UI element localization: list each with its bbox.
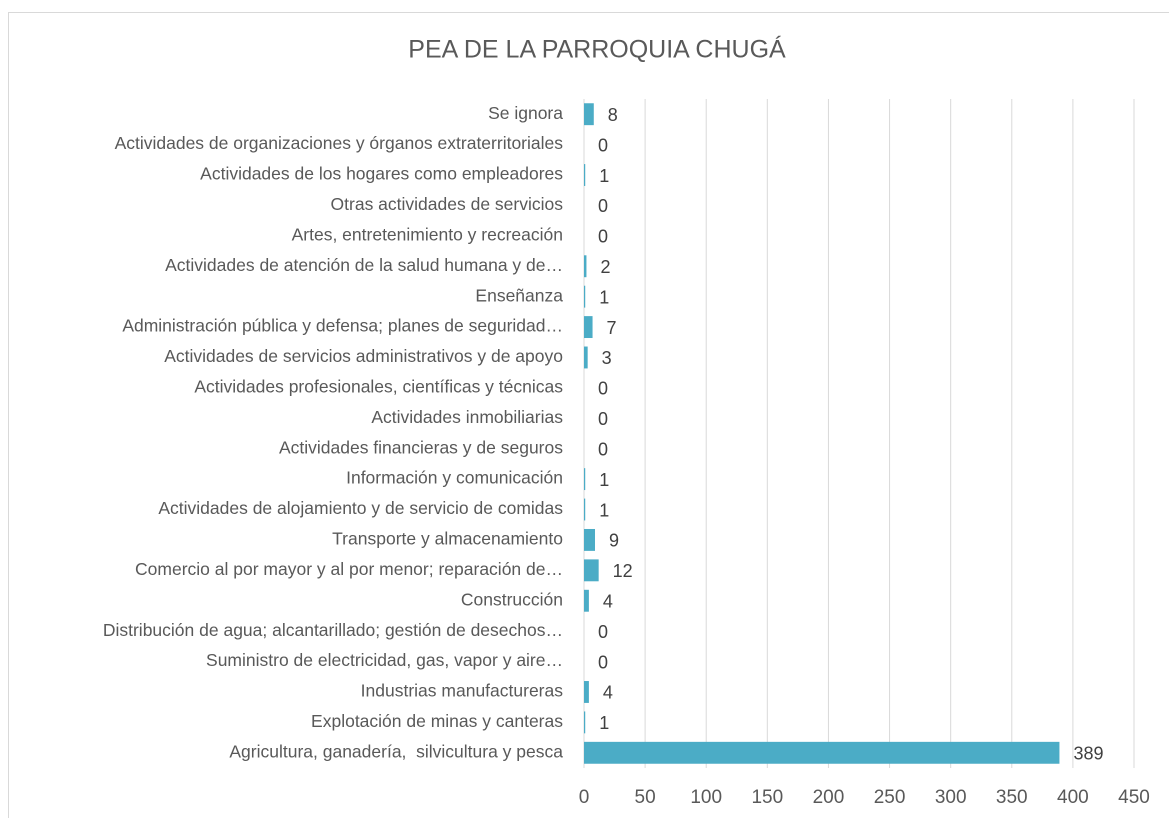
x-tick-label: 300 bbox=[935, 787, 967, 808]
bar bbox=[584, 164, 586, 186]
data-label: 3 bbox=[602, 348, 612, 368]
y-tick-label: Actividades financieras y de seguros bbox=[279, 437, 563, 457]
bar bbox=[584, 285, 586, 308]
x-tick-label: 200 bbox=[813, 787, 845, 808]
y-tick-label: Actividades de atención de la salud huma… bbox=[165, 255, 563, 275]
y-tick-label: Artes, entretenimiento y recreación bbox=[292, 224, 563, 244]
data-label: 1 bbox=[599, 287, 609, 307]
y-tick-label: Explotación de minas y canteras bbox=[311, 711, 563, 731]
data-label: 2 bbox=[600, 257, 610, 277]
bar bbox=[584, 468, 586, 491]
bar bbox=[584, 589, 589, 612]
data-label: 0 bbox=[598, 439, 608, 459]
data-label: 1 bbox=[599, 470, 609, 490]
y-tick-label: Agricultura, ganadería, silvicultura y p… bbox=[229, 741, 563, 761]
x-tick-label: 100 bbox=[690, 787, 722, 808]
data-label: 0 bbox=[598, 652, 608, 672]
data-label: 12 bbox=[613, 561, 633, 581]
bar bbox=[584, 528, 595, 551]
x-tick-label: 150 bbox=[751, 787, 783, 808]
data-label: 7 bbox=[607, 318, 617, 338]
y-tick-label: Administración pública y defensa; planes… bbox=[122, 316, 563, 336]
y-tick-label: Otras actividades de servicios bbox=[331, 194, 564, 214]
y-tick-label: Enseñanza bbox=[475, 285, 563, 305]
bar bbox=[584, 559, 599, 582]
y-tick-label: Actividades de organizaciones y órganos … bbox=[115, 133, 564, 153]
data-label: 4 bbox=[603, 592, 613, 612]
y-tick-label: Actividades inmobiliarias bbox=[371, 407, 563, 427]
y-tick-label: Industrias manufactureras bbox=[361, 681, 564, 701]
y-tick-label: Suministro de electricidad, gas, vapor y… bbox=[206, 650, 563, 670]
data-label: 0 bbox=[598, 135, 608, 155]
data-label: 0 bbox=[598, 379, 608, 399]
x-tick-label: 350 bbox=[996, 787, 1028, 808]
bar bbox=[584, 346, 588, 369]
y-tick-label: Actividades de los hogares como empleado… bbox=[200, 164, 563, 184]
data-label: 0 bbox=[598, 227, 608, 247]
data-label: 0 bbox=[598, 409, 608, 429]
data-label: 9 bbox=[609, 531, 619, 551]
data-label: 389 bbox=[1073, 744, 1103, 764]
data-label: 1 bbox=[599, 500, 609, 520]
data-label: 1 bbox=[599, 166, 609, 186]
data-label: 8 bbox=[608, 105, 618, 125]
x-tick-label: 450 bbox=[1118, 787, 1150, 808]
y-tick-label: Distribución de agua; alcantarillado; ge… bbox=[103, 620, 563, 640]
y-tick-label: Actividades profesionales, científicas y… bbox=[194, 377, 563, 397]
bar bbox=[584, 498, 586, 521]
data-label: 0 bbox=[598, 196, 608, 216]
x-tick-label: 250 bbox=[874, 787, 906, 808]
chart-title: PEA DE LA PARROQUIA CHUGÁ bbox=[408, 35, 786, 64]
y-tick-label: Actividades de alojamiento y de servicio… bbox=[158, 498, 563, 518]
data-label: 1 bbox=[599, 713, 609, 733]
y-tick-label: Información y comunicación bbox=[346, 468, 563, 488]
y-tick-label: Transporte y almacenamiento bbox=[332, 529, 563, 549]
bar bbox=[584, 103, 594, 126]
y-tick-label: Se ignora bbox=[488, 103, 563, 123]
y-tick-label: Construcción bbox=[461, 589, 563, 609]
bar bbox=[584, 681, 589, 703]
x-tick-label: 50 bbox=[635, 787, 656, 808]
bar bbox=[584, 741, 1060, 764]
y-tick-label: Comercio al por mayor y al por menor; re… bbox=[135, 559, 563, 579]
x-tick-label: 400 bbox=[1057, 787, 1089, 808]
x-tick-label: 0 bbox=[579, 787, 590, 808]
y-tick-label: Actividades de servicios administrativos… bbox=[164, 346, 563, 366]
bar bbox=[584, 316, 593, 339]
data-label: 4 bbox=[603, 683, 613, 703]
bar bbox=[584, 255, 587, 278]
data-label: 0 bbox=[598, 622, 608, 642]
bar bbox=[584, 711, 586, 734]
